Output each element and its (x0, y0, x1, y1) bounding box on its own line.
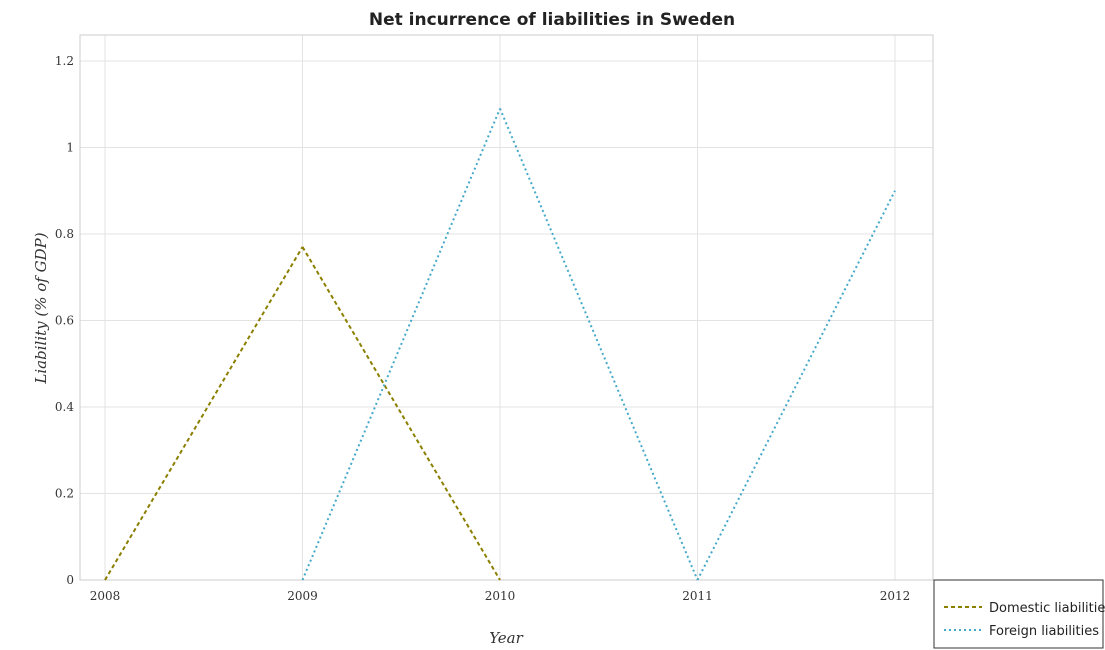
x-tick-labels: 2008 2009 2010 2011 2012 (90, 589, 911, 603)
x-tick-label: 2012 (880, 589, 911, 603)
plot-area (79, 34, 934, 581)
x-tick-label: 2009 (287, 589, 318, 603)
series-line-segment (696, 190, 896, 581)
x-axis-title: Year (489, 629, 523, 647)
legend-label-foreign: Foreign liabilities (989, 624, 1099, 639)
x-tick-label: 2010 (485, 589, 516, 603)
legend: Domestic liabilities Foreign liabilities (933, 579, 1105, 649)
grid (80, 35, 933, 581)
y-tick-label: 0.4 (55, 400, 74, 414)
series-line-segment (301, 246, 501, 581)
legend-label-domestic: Domestic liabilities (989, 601, 1105, 616)
series-line-segment (499, 108, 699, 581)
x-tick-label: 2011 (682, 589, 713, 603)
y-tick-label: 1.2 (55, 54, 74, 68)
legend-box (933, 579, 1104, 649)
y-tick-label: 0.6 (55, 313, 74, 327)
y-tick-label: 0.2 (55, 486, 74, 500)
y-axis-title: Liability (% of GDP) (32, 232, 50, 384)
y-tick-label: 1 (66, 140, 74, 154)
y-tick-labels: 0 0.2 0.4 0.6 0.8 1 1.2 (55, 54, 74, 587)
series-layer (104, 108, 896, 581)
series-line-segment (301, 108, 501, 581)
y-tick-label: 0.8 (55, 227, 74, 241)
y-tick-label: 0 (66, 573, 74, 587)
series-line-segment (104, 246, 304, 581)
x-tick-label: 2008 (90, 589, 121, 603)
chart-title: Net incurrence of liabilities in Sweden (369, 10, 735, 30)
